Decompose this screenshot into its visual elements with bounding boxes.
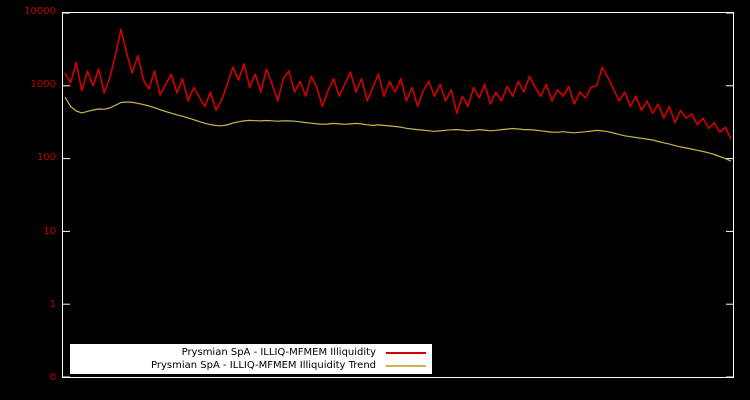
legend-label-illiquidity: Prysmian SpA - ILLIQ-MFMEM Illiquidity [181,346,376,358]
legend-line-sample-yellow [386,364,426,367]
plot-canvas [63,13,733,377]
plot-area [62,12,734,378]
y-tick-label-10: 10 [43,226,56,237]
legend-item-illiquidity: Prysmian SpA - ILLIQ-MFMEM Illiquidity [76,346,426,359]
y-tick-label-10000: 10000 [24,6,56,17]
legend-label-trend: Prysmian SpA - ILLIQ-MFMEM Illiquidity T… [151,359,376,371]
y-tick-label-1000: 1000 [30,79,56,90]
illiquidity-line [64,28,732,140]
y-tick-label-1: 1 [49,299,56,310]
y-tick-label-0: 0 [49,372,56,383]
legend-line-sample-red [386,351,426,354]
legend-item-trend: Prysmian SpA - ILLIQ-MFMEM Illiquidity T… [76,359,426,372]
y-tick-label-100: 100 [36,152,56,163]
illiquidity-trend-line [64,96,732,162]
legend: Prysmian SpA - ILLIQ-MFMEM Illiquidity P… [70,344,432,374]
